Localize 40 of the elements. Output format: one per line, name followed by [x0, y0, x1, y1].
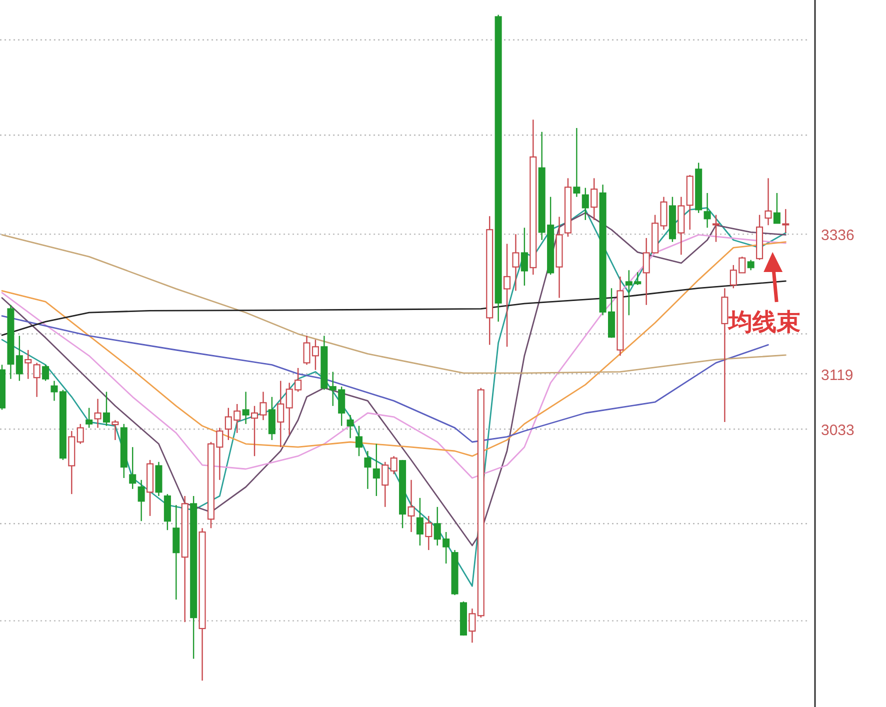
- candlestick: [468, 608, 476, 644]
- candlestick: [198, 528, 206, 682]
- candlestick: [678, 196, 685, 256]
- candlestick: [520, 227, 528, 286]
- candlestick: [390, 456, 398, 475]
- candlestick: [346, 414, 354, 439]
- candlestick: [590, 178, 598, 221]
- candlestick: [138, 479, 145, 522]
- candlestick: [155, 461, 162, 497]
- candlestick: [277, 380, 284, 448]
- candlestick: [242, 391, 250, 425]
- candlestick: [408, 479, 415, 533]
- candlestick: [112, 419, 119, 441]
- annotation: 均线束: [726, 309, 801, 336]
- candlestick: [372, 443, 380, 497]
- candlestick: [172, 504, 180, 600]
- candlestick: [512, 234, 520, 292]
- candlestick: [486, 216, 494, 346]
- candlestick: [721, 288, 728, 423]
- candlestick: [68, 430, 76, 495]
- candlestick: [504, 243, 511, 348]
- candlestick: [764, 178, 772, 226]
- candlestick: [704, 192, 711, 228]
- y-tick-label: 3119: [821, 366, 854, 384]
- candlestick: [782, 208, 790, 234]
- candlestick: [24, 349, 32, 380]
- candlestick: [573, 127, 580, 198]
- candlestick: [7, 304, 14, 380]
- candlestick: [616, 276, 624, 356]
- candlestick: [556, 216, 563, 298]
- candlestick: [364, 450, 372, 490]
- candlestick: [416, 497, 424, 546]
- candlestick: [712, 214, 720, 242]
- candlestick: [355, 425, 363, 457]
- candlestick: [747, 259, 754, 271]
- y-tick-label: 3336: [821, 227, 854, 244]
- y-tick-label: 3033: [821, 422, 854, 440]
- candlestick: [425, 515, 432, 551]
- candlestick: [320, 335, 328, 390]
- candlestick: [94, 398, 102, 428]
